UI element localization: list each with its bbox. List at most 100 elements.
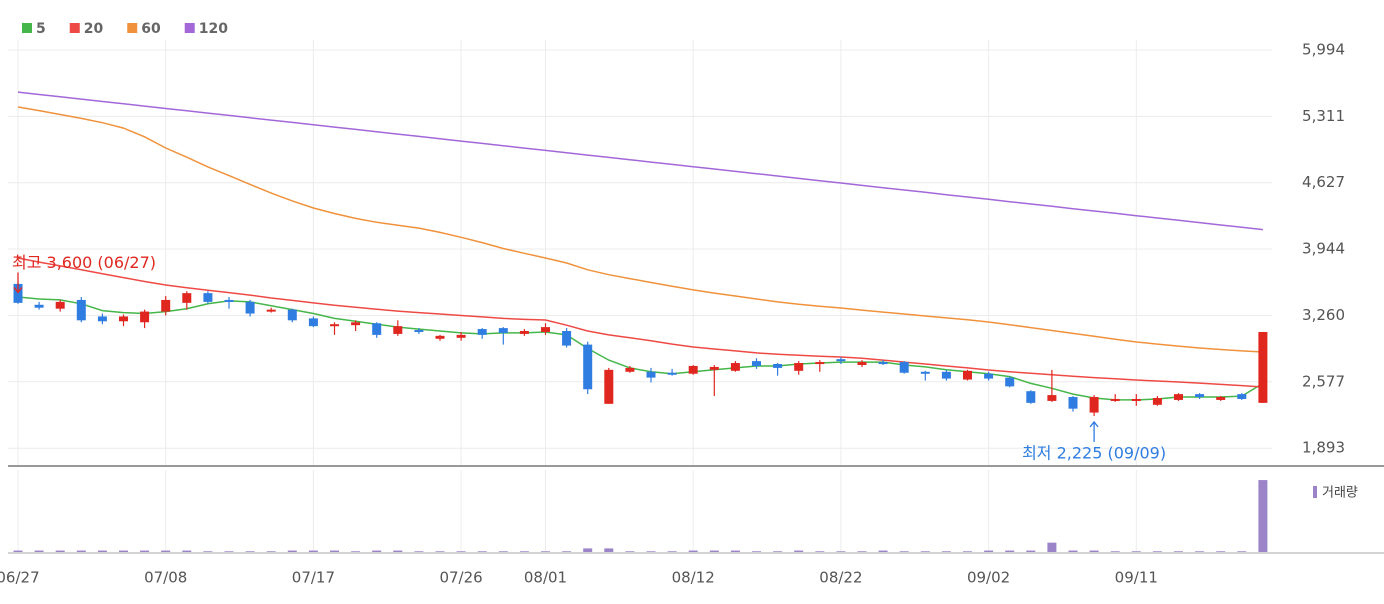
candle-body xyxy=(667,372,677,375)
legend-label: 5 xyxy=(36,21,46,37)
x-tick-label: 07/26 xyxy=(439,569,482,587)
volume-bar xyxy=(963,551,972,552)
volume-bar xyxy=(55,550,65,552)
candle-body xyxy=(477,329,487,335)
volume-bar xyxy=(372,550,382,552)
candle-body xyxy=(266,309,276,312)
volume-bar xyxy=(667,551,677,552)
y-tick-label: 2,577 xyxy=(1302,372,1345,390)
legend-swatch xyxy=(127,23,138,33)
volume-bar xyxy=(1174,551,1183,552)
legend-swatch xyxy=(22,23,32,33)
candle-body xyxy=(1026,391,1036,403)
legend-label: 20 xyxy=(84,21,104,37)
volume-bar xyxy=(604,548,614,552)
legend-swatch xyxy=(69,23,80,33)
volume-bar xyxy=(34,550,44,552)
volume-bar xyxy=(878,550,888,552)
volume-legend-label: 거래량 xyxy=(1322,486,1358,501)
legend-label: 120 xyxy=(199,21,228,37)
volume-bar xyxy=(541,551,550,552)
candle-body xyxy=(1110,398,1120,401)
volume-bar xyxy=(1152,551,1162,552)
candle-body xyxy=(583,344,593,390)
x-tick-label: 09/02 xyxy=(967,569,1010,587)
ma-line xyxy=(17,257,1263,388)
volume-bar xyxy=(477,551,487,552)
candle-body xyxy=(1068,397,1078,409)
x-tick-label: 07/08 xyxy=(144,569,187,587)
y-tick-label: 5,994 xyxy=(1302,41,1345,59)
candle-body xyxy=(941,371,951,379)
volume-bar xyxy=(1026,550,1036,552)
volume-bar xyxy=(984,550,994,552)
candle-body xyxy=(963,370,972,380)
candle-body xyxy=(773,364,783,368)
y-tick-label: 4,627 xyxy=(1302,173,1345,191)
volume-bar xyxy=(583,548,593,552)
volume-bar xyxy=(625,551,635,552)
candle-body xyxy=(1152,398,1162,405)
candle-body xyxy=(857,362,867,365)
volume-bar xyxy=(1005,550,1015,552)
candle-body xyxy=(836,359,846,362)
candle-body xyxy=(97,316,107,322)
volume-bar xyxy=(203,551,213,552)
candle-body xyxy=(140,311,150,323)
annotation-arrow xyxy=(1089,420,1099,442)
candle-body xyxy=(34,304,44,308)
annotation-low: 최저 2,225 (09/09) xyxy=(1022,443,1166,462)
candle-body xyxy=(1005,377,1015,387)
volume-bar xyxy=(1047,542,1057,552)
candle-body xyxy=(330,324,339,327)
candle-body xyxy=(55,301,65,309)
annotation-arrow xyxy=(13,272,23,294)
volume-bar xyxy=(287,550,297,552)
candle-body xyxy=(76,299,86,321)
y-tick-label: 3,260 xyxy=(1302,306,1345,324)
volume-bar xyxy=(1258,480,1268,552)
x-tick-label: 08/22 xyxy=(819,569,862,587)
candle-body xyxy=(794,363,804,371)
volume-bar xyxy=(161,550,171,552)
candle-body xyxy=(203,293,213,302)
candle-body xyxy=(625,367,635,372)
candle-body xyxy=(414,330,424,333)
volume-bar xyxy=(730,550,740,552)
legend-swatch xyxy=(184,23,195,33)
volume-bar xyxy=(920,551,930,552)
candle-body xyxy=(1216,397,1226,400)
candle-body xyxy=(435,335,445,339)
candle-body xyxy=(182,293,192,303)
volume-bar xyxy=(330,550,339,552)
volume-bar xyxy=(245,551,255,552)
x-tick-label: 07/17 xyxy=(292,569,335,587)
volume-bar xyxy=(773,551,783,552)
candle-body xyxy=(519,331,529,334)
volume-bar xyxy=(351,551,361,552)
candle-body xyxy=(1237,394,1247,399)
candle-body xyxy=(372,323,382,335)
ma-line xyxy=(17,106,1263,353)
volume-bar xyxy=(1068,550,1078,552)
candle-body xyxy=(920,371,930,374)
volume-bar xyxy=(498,551,508,552)
ma-line xyxy=(17,91,1263,231)
candle-body xyxy=(245,301,255,314)
volume-bar xyxy=(519,551,529,552)
candle-body xyxy=(646,371,656,378)
candle-body xyxy=(878,362,888,365)
volume-bar xyxy=(414,551,424,552)
volume-bar xyxy=(435,551,445,552)
candle-body xyxy=(541,327,550,332)
x-tick-label: 08/01 xyxy=(524,569,567,587)
volume-bar xyxy=(688,550,698,552)
volume-bar xyxy=(182,550,192,552)
candle-body xyxy=(899,362,909,373)
candle-body xyxy=(709,366,719,370)
volume-bar xyxy=(308,550,318,552)
volume-bar xyxy=(815,551,825,552)
volume-bar xyxy=(456,551,466,552)
volume-bar xyxy=(1216,551,1226,552)
